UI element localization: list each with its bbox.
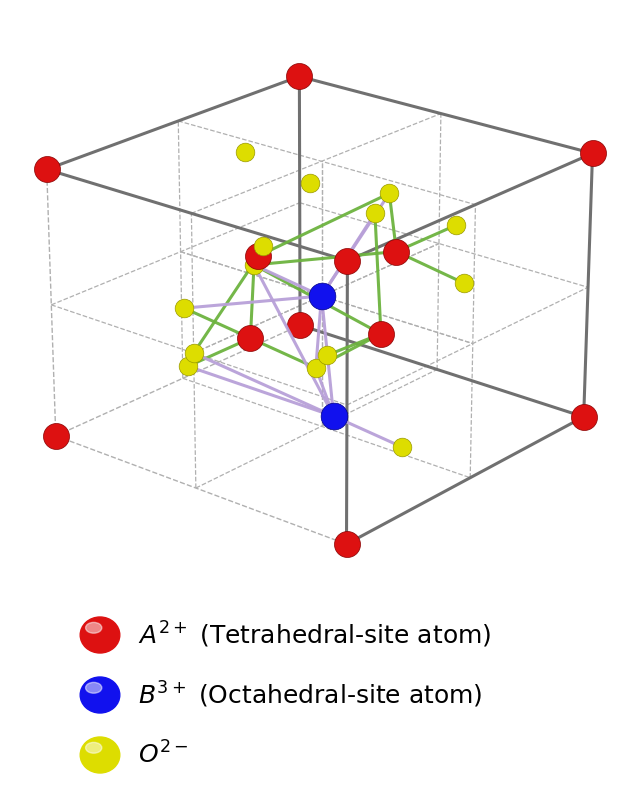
Ellipse shape <box>86 622 102 634</box>
Ellipse shape <box>80 617 120 653</box>
Text: $A^{2+}$ (Tetrahedral-site atom): $A^{2+}$ (Tetrahedral-site atom) <box>138 620 492 650</box>
Text: $O^{2-}$: $O^{2-}$ <box>138 742 189 769</box>
Ellipse shape <box>80 737 120 773</box>
Ellipse shape <box>86 682 102 693</box>
Ellipse shape <box>86 742 102 754</box>
Ellipse shape <box>80 677 120 713</box>
Text: $B^{3+}$ (Octahedral-site atom): $B^{3+}$ (Octahedral-site atom) <box>138 680 483 710</box>
